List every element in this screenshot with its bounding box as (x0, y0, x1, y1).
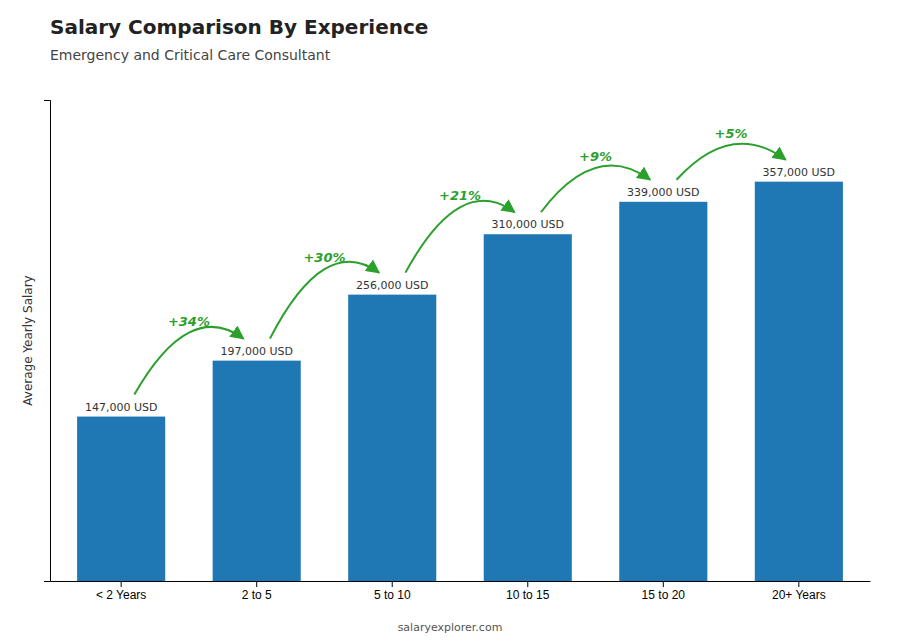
annotations-layer: 147,000 USD 197,000 USD 256,000 USD 310,000… (85, 126, 835, 414)
change-label: +30% (303, 250, 345, 265)
x-tick: 2 to 5 (242, 581, 272, 602)
subtitle: Emergency and Critical Care Consultant (50, 47, 331, 63)
value-label: 147,000 USD (85, 401, 158, 414)
y-axis-line (44, 101, 51, 582)
watermark: salaryexplorer.com (398, 621, 503, 634)
bar (755, 182, 843, 581)
chart-svg: < 2 Years 2 to 5 5 to 10 10 to 15 15 to 20 20… (0, 0, 900, 641)
value-label: 256,000 USD (356, 279, 429, 292)
x-tick-label: 15 to 20 (642, 588, 686, 602)
change-label: +9% (579, 149, 612, 164)
value-label: 310,000 USD (492, 218, 565, 231)
x-tick-label: 10 to 15 (506, 588, 550, 602)
change-arrow (677, 144, 786, 180)
x-tick-mark (527, 581, 528, 587)
x-tick-mark (798, 581, 799, 587)
change-arrow (541, 166, 650, 213)
bar (77, 417, 165, 581)
bar (484, 234, 572, 581)
title: Salary Comparison By Experience (50, 15, 428, 39)
change-label: +34% (168, 314, 210, 329)
x-tick-label: 20+ Years (772, 588, 826, 602)
x-tick-label: < 2 Years (96, 588, 146, 602)
bar (348, 295, 436, 581)
value-label: 339,000 USD (627, 186, 700, 199)
x-tick: 10 to 15 (506, 581, 550, 602)
x-tick: 20+ Years (772, 581, 826, 602)
bar (619, 202, 707, 581)
y-axis (44, 101, 51, 582)
x-tick: < 2 Years (96, 581, 146, 602)
change-arrow (270, 262, 379, 339)
value-label: 357,000 USD (763, 166, 836, 179)
x-tick-mark (663, 581, 664, 587)
x-tick-mark (392, 581, 393, 587)
x-tick-label: 2 to 5 (242, 588, 272, 602)
x-tick: 15 to 20 (642, 581, 686, 602)
y-axis-title: Average Yearly Salary (21, 275, 35, 405)
x-tick-mark (121, 581, 122, 587)
x-tick-label: 5 to 10 (374, 588, 411, 602)
plot: < 2 Years 2 to 5 5 to 10 10 to 15 15 to 20 20… (44, 101, 871, 602)
bars (77, 182, 843, 581)
value-label: 197,000 USD (220, 345, 293, 358)
change-arrow (405, 201, 514, 273)
x-axis: < 2 Years 2 to 5 5 to 10 10 to 15 15 to 20 20… (51, 581, 871, 602)
change-arrow (134, 327, 243, 395)
x-tick-mark (256, 581, 257, 587)
x-axis-line (51, 581, 871, 582)
bar (213, 361, 301, 581)
change-label: +21% (439, 188, 481, 203)
change-label: +5% (715, 126, 748, 141)
x-tick: 5 to 10 (374, 581, 411, 602)
